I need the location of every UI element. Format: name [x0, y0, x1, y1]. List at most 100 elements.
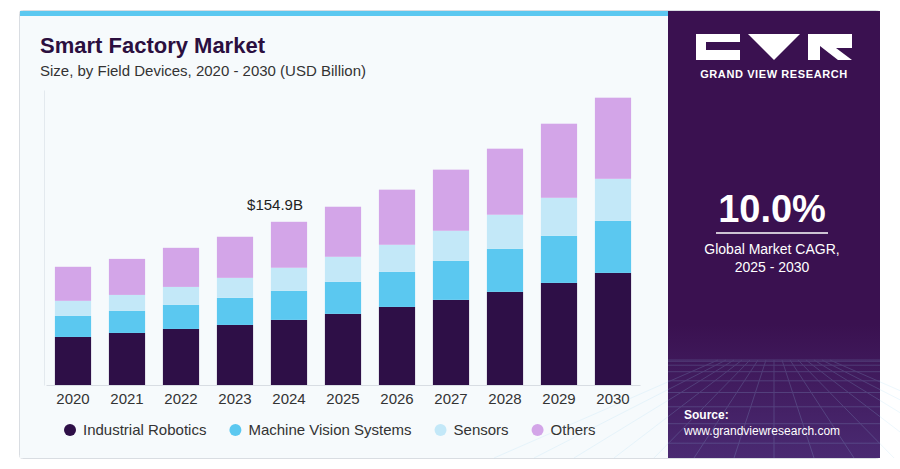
- bar: [433, 300, 469, 385]
- logo-g: [696, 34, 740, 60]
- x-tick: 2028: [488, 385, 521, 407]
- x-tick: 2029: [542, 385, 575, 407]
- bar: [433, 261, 469, 300]
- bar: [541, 198, 577, 236]
- x-tick-label: 2022: [164, 390, 197, 407]
- panel-grid: [494, 360, 900, 458]
- x-tick-label: 2020: [56, 390, 89, 407]
- bar: [163, 305, 199, 329]
- legend: Industrial Robotics Machine Vision System…: [64, 421, 596, 438]
- card-frame: [20, 11, 880, 459]
- bar: [325, 257, 361, 282]
- bar: [379, 307, 415, 385]
- bar: [271, 320, 307, 385]
- chart-title: Smart Factory Market: [40, 33, 266, 58]
- bar: [217, 298, 253, 325]
- bar: [109, 311, 145, 333]
- bar: [487, 149, 523, 215]
- bar: [217, 237, 253, 278]
- bar: [325, 207, 361, 257]
- bar: [109, 259, 145, 295]
- y-axis: [44, 91, 45, 386]
- source-url: www.grandviewresearch.com: [683, 424, 840, 438]
- bar: [595, 98, 631, 179]
- legend-swatch: [229, 424, 241, 436]
- bar: [325, 314, 361, 385]
- bar: [379, 190, 415, 245]
- bar: [109, 333, 145, 385]
- bar: [487, 292, 523, 385]
- bar: [271, 268, 307, 291]
- cagr-label: Global Market CAGR,: [704, 241, 839, 257]
- panel-grid-line: [774, 360, 775, 458]
- bar: [487, 215, 523, 249]
- panel-grid-line: [798, 360, 894, 458]
- bar: [271, 291, 307, 320]
- bar: [55, 301, 91, 316]
- panel-grid-line: [806, 360, 900, 458]
- x-tick-label: 2021: [110, 390, 143, 407]
- bar: [271, 222, 307, 268]
- bar: [325, 282, 361, 314]
- x-tick-label: 2024: [272, 390, 305, 407]
- panel-grid-line: [790, 360, 854, 458]
- x-tick: 2024: [272, 385, 305, 407]
- cagr-value: 10.0%: [718, 188, 826, 230]
- bar: [163, 329, 199, 385]
- legend-label: Machine Vision Systems: [248, 421, 411, 438]
- legend-swatch: [532, 424, 544, 436]
- panel-grid-line: [614, 360, 742, 458]
- logo-v: [748, 34, 800, 60]
- legend-swatch: [435, 424, 447, 436]
- plot-panel: [20, 11, 668, 458]
- x-tick: 2025: [326, 385, 359, 407]
- x-tick-label: 2029: [542, 390, 575, 407]
- annotation: $154.9B: [247, 196, 303, 213]
- x-tick-label: 2026: [380, 390, 413, 407]
- x-tick: 2027: [434, 385, 467, 407]
- cagr-rule: [716, 232, 828, 234]
- panel-grid-line: [654, 360, 750, 458]
- panel-grid-line: [734, 360, 766, 458]
- bar: [595, 273, 631, 385]
- x-tick-label: 2030: [596, 390, 629, 407]
- side-panel: [668, 11, 880, 458]
- x-tick-label: 2025: [326, 390, 359, 407]
- x-tick: 2026: [380, 385, 413, 407]
- bar-series: [55, 98, 631, 301]
- bar: [217, 325, 253, 385]
- panel-grid-line: [814, 360, 900, 458]
- bar: [217, 278, 253, 298]
- x-axis-line: [47, 385, 641, 386]
- bar: [379, 245, 415, 272]
- bars-group: [55, 98, 631, 385]
- logo-r: [808, 34, 852, 60]
- bar: [595, 179, 631, 221]
- bar-series: [55, 179, 631, 316]
- chart-subtitle: Size, by Field Devices, 2020 - 2030 (USD…: [40, 62, 366, 79]
- x-tick: 2021: [110, 385, 143, 407]
- panel-grid-line: [574, 360, 734, 458]
- bar: [541, 283, 577, 385]
- bar: [433, 231, 469, 261]
- top-accent: [20, 11, 668, 16]
- x-tick-label: 2028: [488, 390, 521, 407]
- bar: [487, 249, 523, 292]
- bar: [109, 295, 145, 311]
- x-tick: 2022: [164, 385, 197, 407]
- legend-label: Sensors: [454, 421, 509, 438]
- bar: [541, 124, 577, 198]
- panel-grid-line: [782, 360, 814, 458]
- legend-item: Industrial Robotics: [64, 421, 206, 438]
- bar: [379, 272, 415, 307]
- bar: [595, 221, 631, 273]
- bar: [433, 170, 469, 231]
- panel-grid-line: [830, 360, 900, 458]
- bar: [55, 316, 91, 337]
- brand-name: GRAND VIEW RESEARCH: [700, 68, 848, 80]
- bar: [541, 236, 577, 283]
- x-tick-label: 2027: [434, 390, 467, 407]
- source-title: Source:: [684, 408, 729, 422]
- x-axis: 2020202120222023202420252026202720282029…: [47, 385, 641, 407]
- panel-grid-line: [822, 360, 900, 458]
